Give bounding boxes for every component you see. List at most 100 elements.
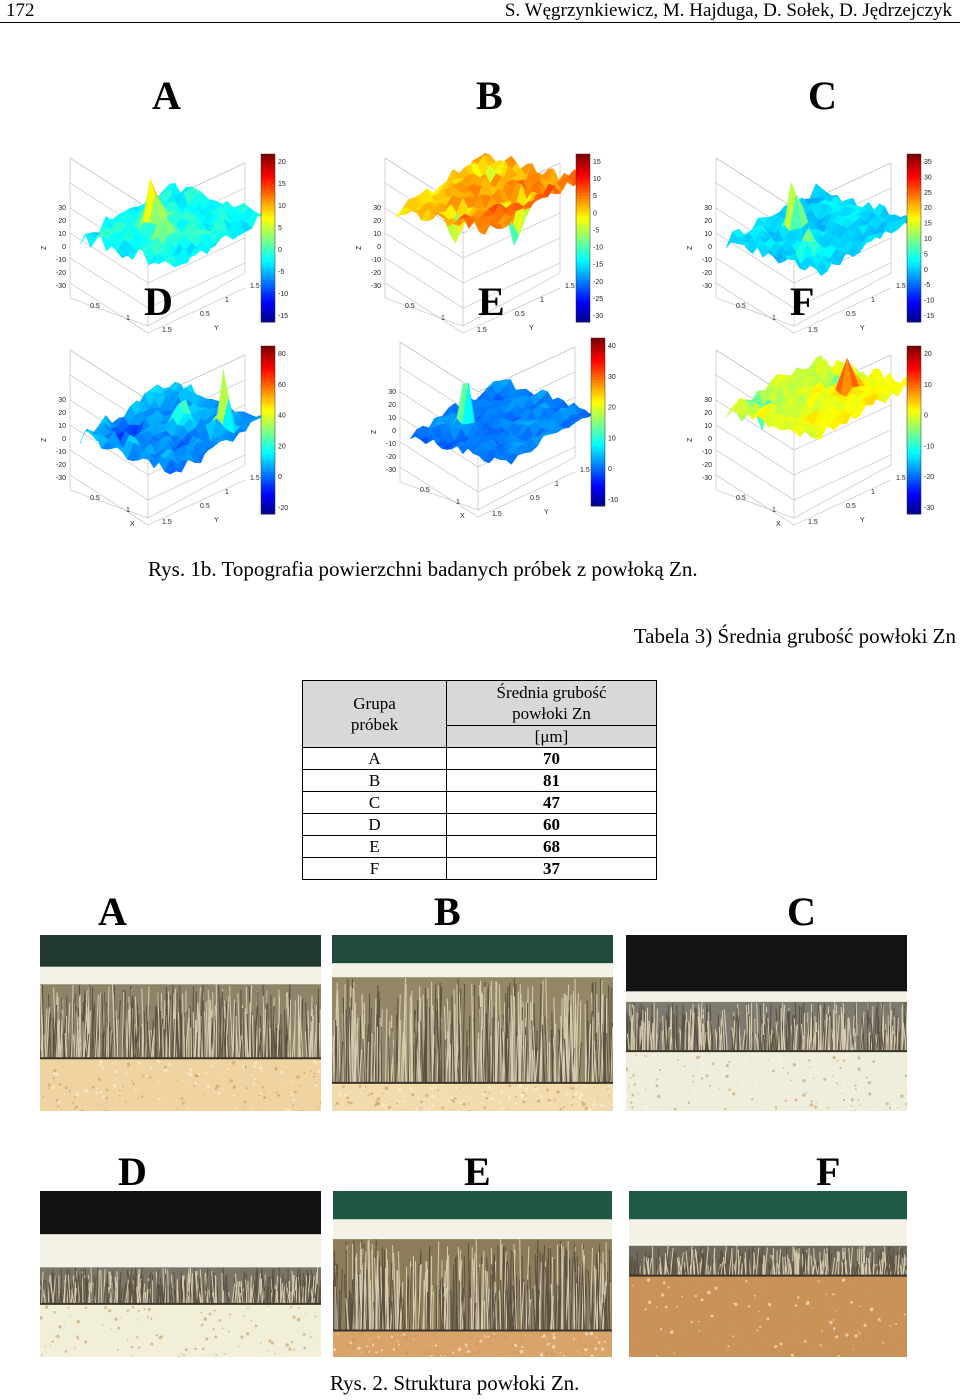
colorbar-tick-label: -20	[593, 279, 603, 286]
colorbar-tick-label: -15	[278, 313, 288, 320]
table-header-group: Grupa próbek	[302, 680, 447, 748]
x-tick-label: 0.5	[90, 303, 100, 310]
z-tick-label: -20	[702, 462, 712, 469]
x-tick-label: 0.5	[420, 487, 430, 494]
micrograph-d	[40, 1191, 321, 1357]
colorbar-tick-label: -10	[593, 245, 603, 252]
colorbar-tick-label: 0	[924, 267, 928, 274]
y-tick-label: 1.5	[250, 283, 260, 290]
x-axis-label: X	[460, 513, 465, 520]
interface-layer	[629, 1219, 907, 1248]
y-tick-label: 0.5	[200, 311, 210, 318]
fig1-label-a: A	[152, 73, 181, 118]
x-tick-label: 1.5	[492, 511, 502, 518]
colorbar-tick-label: 0	[278, 474, 282, 481]
y-tick-label: 1	[540, 297, 544, 304]
z-tick-label: 20	[704, 410, 712, 417]
colorbar	[906, 153, 922, 323]
colorbar-tick-label: 0	[278, 247, 282, 254]
colorbar-tick-label: -5	[593, 227, 599, 234]
resin-layer	[332, 935, 613, 967]
colorbar-tick-label: -10	[924, 443, 934, 450]
topography-plot-b: 30 20 10 0 -10 -20 -30 Z 0.5 1 1.5 0.5 1 1.5 Y 15 10 5 0 -5…	[355, 148, 605, 338]
y-tick-label: 0.5	[846, 311, 856, 318]
z-tick-label: -20	[702, 270, 712, 277]
z-tick-label: 30	[58, 205, 66, 212]
x-axis-label: X	[776, 521, 781, 528]
colorbar-tick-label: 0	[608, 466, 612, 473]
fig1-label-e: E	[478, 279, 505, 324]
colorbar-tick-label: 5	[924, 251, 928, 258]
z-tick-label: -30	[386, 467, 396, 474]
z-tick-label: 20	[58, 218, 66, 225]
table-header-unit: [μm]	[446, 725, 657, 748]
z-tick-label: 30	[704, 397, 712, 404]
colorbar-tick-label: 5	[278, 225, 282, 232]
z-tick-label: 20	[388, 402, 396, 409]
colorbar-tick-label: 20	[278, 443, 286, 450]
x-tick-label: 1	[126, 315, 130, 322]
z-tick-label: 0	[708, 244, 712, 251]
z-tick-label: -10	[56, 449, 66, 456]
x-tick-label: 0.5	[405, 303, 415, 310]
x-tick-label: 1	[126, 507, 130, 514]
x-tick-label: 0.5	[736, 495, 746, 502]
z-tick-label: 30	[58, 397, 66, 404]
table-row: D 60	[302, 813, 657, 836]
z-tick-label: -20	[371, 270, 381, 277]
y-axis-label: Y	[214, 325, 219, 332]
resin-layer	[626, 935, 907, 995]
z-tick-label: 20	[373, 218, 381, 225]
y-tick-label: 1	[871, 489, 875, 496]
z-tick-label: 20	[704, 218, 712, 225]
colorbar-tick-label: 20	[278, 159, 286, 166]
table-row: F 37	[302, 857, 657, 880]
topography-plot-c: 30 20 10 0 -10 -20 -30 Z 0.5 1 1.5 0.5 1 1.5 Y 35 30 25 20…	[686, 148, 936, 338]
y-axis-label: Y	[544, 509, 549, 516]
table-row: B 81	[302, 769, 657, 792]
y-tick-label: 1.5	[896, 283, 906, 290]
z-tick-label: -20	[56, 270, 66, 277]
interface-layer	[332, 963, 613, 980]
colorbar	[260, 345, 276, 515]
micrograph-b	[332, 935, 613, 1111]
interface-layer	[40, 966, 321, 987]
z-tick-label: -30	[56, 475, 66, 482]
z-tick-label: -10	[386, 441, 396, 448]
interface-layer	[626, 991, 907, 1004]
colorbar-tick-label: 80	[278, 351, 286, 358]
z-tick-label: 0	[62, 436, 66, 443]
y-tick-label: 1	[225, 489, 229, 496]
table-title: Tabela 3) Średnia grubość powłoki Zn	[633, 624, 956, 648]
table-cell-group: A	[302, 747, 447, 770]
table-cell-value: 37	[446, 857, 657, 880]
colorbar-tick-label: -20	[924, 474, 934, 481]
x-tick-label: 1	[441, 315, 445, 322]
fig1-label-f: F	[790, 279, 815, 324]
colorbar-tick-label: 10	[593, 176, 601, 183]
x-tick-label: 0.5	[90, 495, 100, 502]
table-cell-group: C	[302, 791, 447, 814]
colorbar-tick-label: -5	[278, 269, 284, 276]
colorbar-tick-label: 20	[924, 205, 932, 212]
table-header-group-line2: próbek	[350, 715, 399, 734]
micrograph-e	[333, 1191, 612, 1357]
y-tick-label: 1	[225, 297, 229, 304]
resin-layer	[333, 1191, 612, 1223]
colorbar-tick-label: 40	[608, 343, 616, 350]
z-tick-label: -30	[702, 283, 712, 290]
table-cell-group: D	[302, 813, 447, 836]
table-cell-value: 70	[446, 747, 657, 770]
colorbar-tick-label: 15	[924, 221, 932, 228]
colorbar-tick-label: 40	[278, 413, 286, 420]
x-tick-label: 0.5	[736, 303, 746, 310]
z-tick-label: -30	[371, 283, 381, 290]
x-tick-label: 1	[772, 507, 776, 514]
colorbar-tick-label: -30	[924, 505, 934, 512]
z-tick-label: -30	[56, 283, 66, 290]
y-tick-label: 1.5	[580, 467, 590, 474]
x-tick-label: 1.5	[162, 327, 172, 334]
z-tick-label: 10	[373, 231, 381, 238]
colorbar-tick-label: 30	[608, 374, 616, 381]
colorbar-tick-label: -25	[593, 296, 603, 303]
